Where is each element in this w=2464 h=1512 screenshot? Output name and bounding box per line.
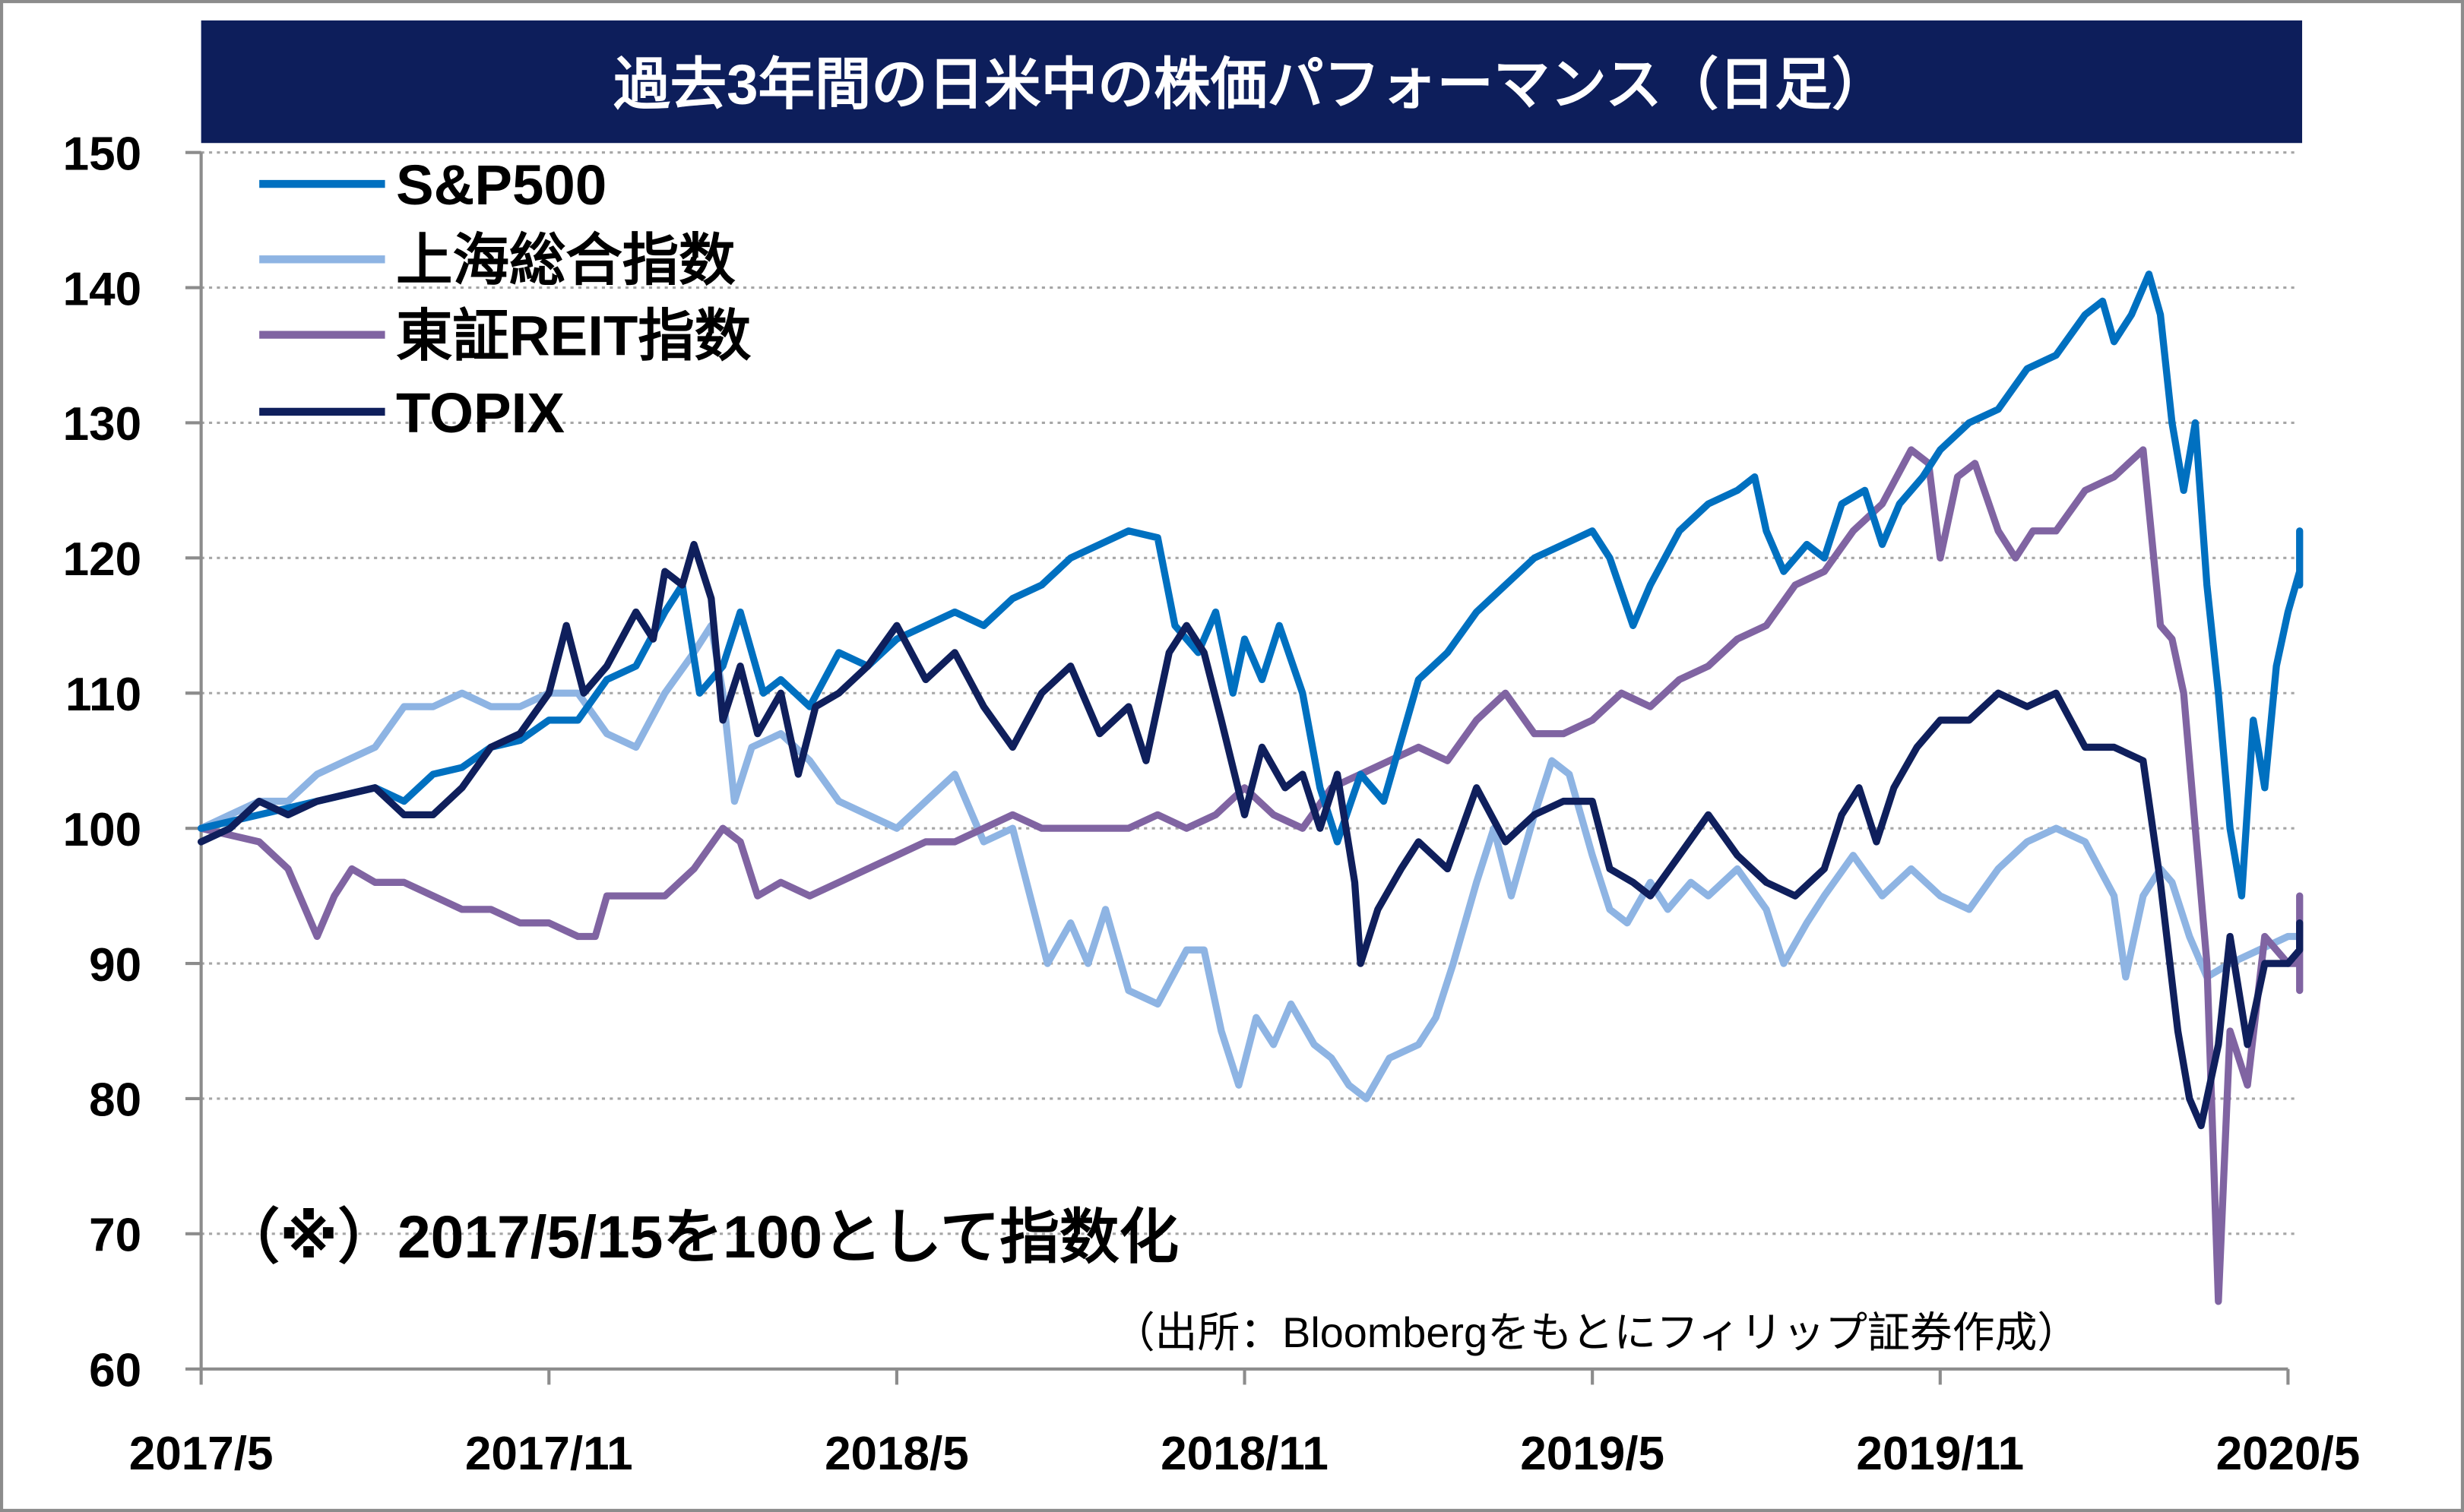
legend-label: 上海総合指数 (396, 229, 736, 292)
y-axis-ticks: 150 140 130 120 110 100 90 80 70 60 (63, 128, 201, 1397)
series-lines (198, 270, 2304, 1305)
legend-label: S&P500 (396, 153, 606, 217)
y-tick-label: 120 (63, 533, 141, 586)
x-tick-label: 2017/11 (465, 1428, 633, 1480)
x-tick-label: 2019/5 (1520, 1428, 1664, 1480)
legend-label: 東証REIT指数 (396, 304, 752, 367)
y-tick-label: 130 (63, 398, 141, 451)
y-tick-label: 70 (89, 1210, 141, 1262)
legend-label: TOPIX (396, 381, 565, 444)
series-line-1 (198, 622, 2304, 1102)
y-tick-label: 80 (89, 1074, 141, 1127)
series-line-3 (198, 540, 2304, 1130)
y-tick-label: 110 (65, 669, 141, 721)
x-tick-label: 2018/5 (825, 1428, 969, 1480)
title-bar (201, 20, 2303, 144)
x-tick-label: 2019/11 (1856, 1428, 2024, 1480)
series-line-0 (198, 270, 2304, 900)
chart-title: 過去3年間の日米中の株価パフォーマンス（日足） (613, 53, 1888, 116)
gridlines (201, 151, 2295, 1235)
x-tick-label: 2017/5 (129, 1428, 274, 1480)
y-tick-label: 150 (63, 128, 141, 180)
y-tick-label: 60 (89, 1344, 141, 1397)
y-tick-label: 90 (89, 939, 141, 992)
y-tick-label: 100 (63, 804, 141, 856)
x-tick-label: 2020/5 (2216, 1428, 2361, 1480)
index-note: （※）2017/5/15を100として指数化 (220, 1204, 1179, 1270)
x-tick-label: 2018/11 (1161, 1428, 1329, 1480)
x-axis-ticks: 2017/5 2017/11 2018/5 2018/11 2019/5 2019/11 2… (129, 1368, 2361, 1480)
y-tick-label: 140 (63, 263, 141, 315)
source-note: （出所：Bloombergをもとにフィリップ証券作成） (1113, 1308, 2079, 1356)
